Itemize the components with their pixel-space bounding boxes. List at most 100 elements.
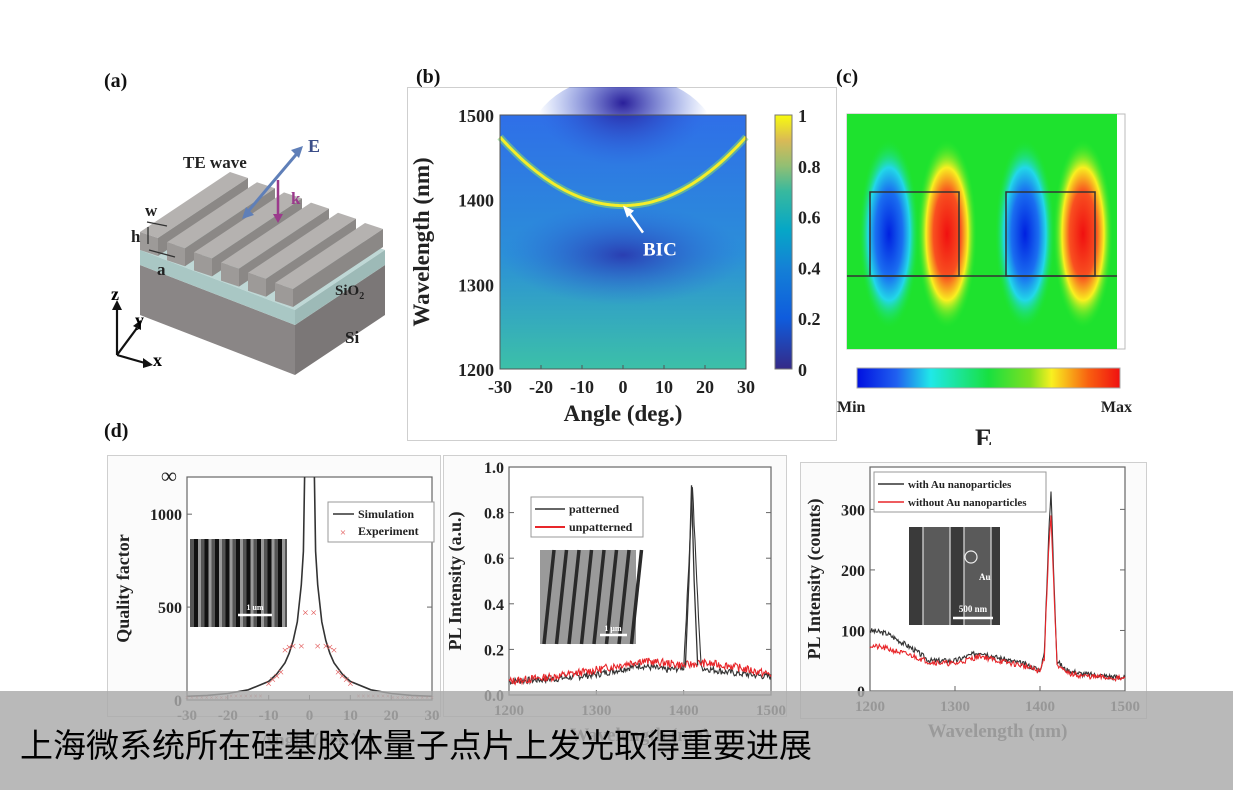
schematic-grating: TE wave E k w h a SiO2 Si z y x [111, 136, 385, 375]
sem-stripe [542, 549, 556, 645]
sem-stripe [267, 539, 272, 627]
grating-bar-top [194, 192, 302, 259]
legend-experiment-label: Experiment [358, 524, 419, 538]
axis-y [116, 327, 138, 356]
caption-banner [0, 691, 1233, 790]
field-lobe-red [917, 139, 977, 329]
grating-bar-top [167, 182, 275, 249]
field-lobe-red [1053, 139, 1113, 329]
sem-stripe [554, 549, 569, 645]
field-colorbar [856, 367, 1121, 389]
sem-stripe [236, 539, 240, 627]
experiment-point: × [302, 606, 309, 620]
experiment-point: × [278, 665, 285, 679]
sem-stripe-light [250, 539, 254, 627]
heatmap-dark-lobe-top [528, 87, 718, 215]
y-tick-label: 0.4 [484, 597, 504, 614]
si-substrate-side [295, 265, 385, 375]
axis-y-head [133, 320, 141, 330]
w-dimension [146, 221, 168, 227]
y-tick-label: 1.0 [484, 460, 504, 477]
experiment-point: × [347, 676, 354, 690]
y-tick-label: 1400 [458, 191, 494, 211]
au-particle-circle [964, 550, 978, 564]
a-dimension [148, 249, 176, 258]
y-tick-label: 200 [841, 563, 865, 580]
experiment-point: × [335, 665, 342, 679]
grating-bar-front [194, 252, 212, 277]
sem-stripe [246, 539, 251, 627]
legend-box [327, 501, 435, 543]
y-tick-label: 1300 [458, 275, 494, 295]
panel-label-a: (a) [104, 70, 128, 92]
y-tick-label: 1000 [150, 507, 182, 524]
x-tick-label: 20 [696, 377, 714, 397]
sem-stripe [604, 549, 619, 645]
experiment-point: × [273, 669, 280, 683]
colorbar-min-label: Min [837, 399, 866, 416]
y-tick-label: 1500 [458, 106, 494, 126]
sem-stripe [617, 549, 631, 645]
chart-d: -30-20-10010203005001000Angle (deg.)Qual… [113, 463, 440, 745]
y-tick-label: 500 [158, 600, 182, 617]
experiment-point: × [339, 669, 346, 683]
h-label: h [131, 227, 141, 246]
experiment-point: × [286, 640, 293, 654]
sem-stripe [204, 539, 209, 627]
sem-stripe-light [208, 539, 212, 627]
legend-patterned-label: patterned [569, 502, 619, 516]
e-label: E [308, 136, 320, 156]
y-tick-label: 1200 [458, 360, 494, 380]
axis-z-label: z [111, 284, 119, 304]
experiment-point: × [331, 643, 338, 657]
scale-bar-label: 1 um [246, 603, 263, 612]
heatmap-dark-lobe-mid [503, 205, 743, 305]
colorbar-title: Ey [975, 424, 1000, 445]
legend-box [873, 471, 1047, 513]
sem-stripe [225, 539, 230, 627]
y-axis-label: Quality factor [113, 534, 133, 642]
sem-stripe [257, 539, 261, 627]
grating-bar-front [221, 262, 239, 287]
y-tick-label: 0.2 [484, 642, 504, 659]
sem-stripe-light [198, 539, 201, 627]
colorbar-tick-label: 0 [798, 360, 807, 380]
bic-label: BIC [643, 240, 677, 261]
colorbar-tick-label: 0.8 [798, 157, 821, 177]
experiment-point: × [310, 606, 317, 620]
grating-bar-front [248, 272, 266, 297]
sem-stripe-light [219, 539, 222, 627]
x-tick-label: 0 [619, 377, 628, 397]
sem-stripe [579, 549, 594, 645]
sem-stripe-light [229, 539, 233, 627]
legend-simulation-label: Simulation [358, 507, 414, 521]
x-tick-label: -10 [570, 377, 594, 397]
without-au-line [869, 515, 1126, 682]
unpatterned-line [508, 657, 772, 686]
e-arrow-head-1 [291, 146, 303, 158]
sio2-label: SiO2 [335, 283, 364, 302]
si-substrate-front [140, 265, 295, 375]
colorbar-tick-label: 1 [798, 106, 807, 126]
colorbar-tick-label: 0.4 [798, 258, 821, 278]
sem-stripe [194, 539, 198, 627]
sem-stripe [567, 549, 581, 645]
y-tick-label: 0.8 [484, 506, 504, 523]
bic-arrow-head [623, 205, 634, 218]
sem-ridge [923, 527, 950, 625]
experiment-point: × [322, 639, 329, 653]
grating-bar-side [293, 229, 383, 307]
axis-x [116, 353, 146, 365]
sem-stripe-light [261, 539, 264, 627]
legend-experiment-swatch: × [340, 527, 346, 539]
sio2-front [140, 250, 295, 325]
y-tick-label: 0.6 [484, 551, 504, 568]
axis-x-label: x [153, 350, 162, 370]
colorbar-max-label: Max [1101, 399, 1132, 416]
x-axis-label: Angle (deg.) [564, 401, 683, 426]
grating-bar-top [275, 223, 383, 289]
grating-bar-top [140, 172, 248, 238]
experiment-point: × [269, 673, 276, 687]
field-lobe-blue [859, 139, 919, 329]
